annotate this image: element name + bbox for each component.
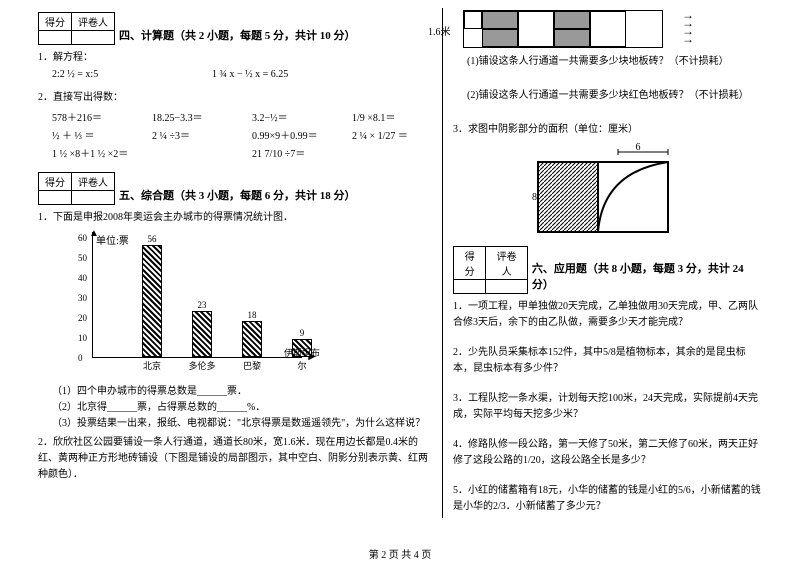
r2b: 2 ¼ ÷3＝ xyxy=(152,127,232,142)
q6-3: 3．工程队挖一条水渠，计划每天挖100米，24天完成，实际提前4天完成，实际平均… xyxy=(453,391,762,423)
section-5-title: 五、综合题（共 3 小题，每题 6 分，共计 18 分） xyxy=(119,187,356,203)
dim-6: 6 xyxy=(635,142,640,153)
dim-8: 8 xyxy=(532,192,537,203)
q5-3: 3．求图中阴影部分的面积（单位：厘米） xyxy=(453,122,762,138)
chart-unit: 单位:票 xyxy=(96,232,129,247)
r3b: 21 7/10 ÷7＝ xyxy=(252,145,332,160)
score-box-5: 得分评卷人 xyxy=(38,172,115,205)
score-box-6: 得分评卷人 xyxy=(453,246,528,294)
r1b: 18.25−3.3＝ xyxy=(152,109,232,124)
page-footer: 第 2 页 共 4 页 xyxy=(0,546,800,561)
r1c: 3.2−½＝ xyxy=(252,109,332,124)
q5-1-1: （1）四个申办城市的得票总数是______票． xyxy=(52,384,432,400)
r1a: 578＋216＝ xyxy=(52,109,132,124)
q5-2: 2．欣欣社区公园要铺设一条人行通道，通道长80米，宽1.6米．现在用边长都是0.… xyxy=(38,435,432,483)
q6-4: 4．修路队修一段公路，第一天修了50米，第二天修了60米，两天正好修了这段公路的… xyxy=(453,437,762,469)
r2d: 2 ¼ × 1/27 ＝ xyxy=(352,127,432,142)
q6-5: 5．小红的储蓄箱有18元，小华的储蓄的钱是小红的5/6，小新储蓄的钱是小华的2/… xyxy=(453,483,762,515)
eq1a: 2:2 ½ = x:5 xyxy=(52,69,132,80)
q5-1-3: （3）投票结果一出来，报纸、电视都说："北京得票是数遥遥领先"，为什么这样说？ xyxy=(52,416,432,432)
r2a: ½ ＋ ⅓ ＝ xyxy=(52,127,132,142)
bar-chart: 单位:票 ▲▶ 010203040506056北京23多伦多18巴黎9伊斯坦布尔 xyxy=(62,232,312,382)
eq1b: 1 ¾ x − ½ x = 6.25 xyxy=(212,69,292,80)
sq2: (2)铺设这条人行通道一共需要多少块红色地板砖？（不计损耗） xyxy=(467,88,762,104)
section-6-title: 六、应用题（共 8 小题，每题 3 分，共计 24 分） xyxy=(532,260,762,292)
q5-1: 1．下面是申报2008年奥运会主办城市的得票情况统计图． xyxy=(38,210,432,226)
r3a: 1 ½ ×8＋1 ½ ×2＝ xyxy=(52,145,132,160)
r1d: 1/9 ×8.1＝ xyxy=(352,109,432,124)
dim-label: 1.6米 xyxy=(428,23,451,38)
q4-1: 1．解方程： xyxy=(38,50,432,66)
sq1: (1)铺设这条人行通道一共需要多少块地板砖？（不计损耗） xyxy=(467,54,762,70)
q6-1: 1．一项工程，甲单独做20天完成，乙单独做用30天完成，甲、乙两队合修3天后，余… xyxy=(453,299,762,331)
r2c: 0.99×9＋0.99＝ xyxy=(252,127,332,142)
sidewalk-diagram: 1.6米 →→→→ xyxy=(463,10,663,48)
score-box-4: 得分评卷人 xyxy=(38,12,115,45)
column-divider xyxy=(442,8,443,518)
shape-diagram: 6 8 xyxy=(528,142,688,242)
q5-1-2: （2）北京得______票，占得票总数的______%． xyxy=(52,400,432,416)
arrows-icon: →→→→ xyxy=(682,11,694,43)
section-4-title: 四、计算题（共 2 小题，每题 5 分，共计 10 分） xyxy=(119,27,356,43)
q4-2: 2．直接写出得数： xyxy=(38,90,432,106)
q6-2: 2．少先队员采集标本152件，其中5/8是植物标本，其余的是昆虫标本，昆虫标本有… xyxy=(453,345,762,377)
